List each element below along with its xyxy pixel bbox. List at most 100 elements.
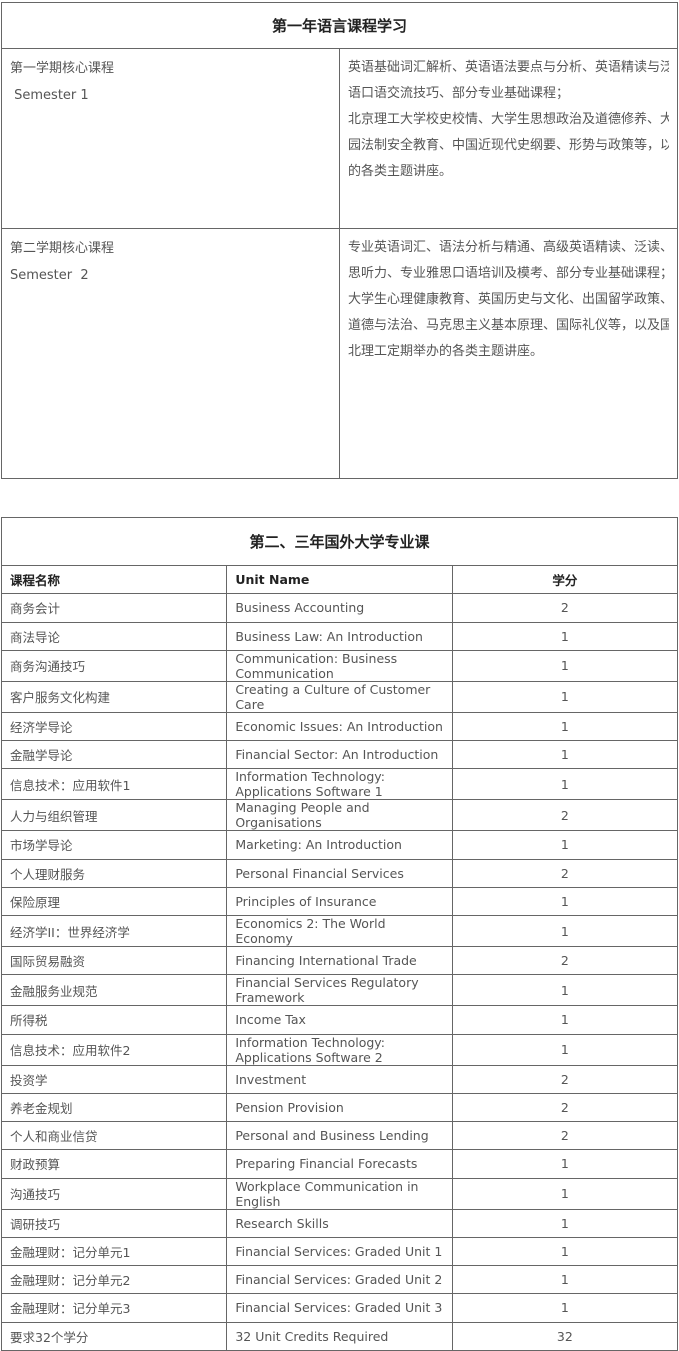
semester-name: 第一学期核心课程: [10, 61, 115, 76]
table-row: 投资学 Investment 2: [0, 1064, 679, 1094]
credits: 1: [451, 1149, 679, 1179]
table-row: 金融理财：记分单元3 Financial Services: Graded Uni…: [0, 1293, 679, 1323]
unit-name: Information Technology: Applications Sof…: [226, 768, 453, 801]
credits: 32: [451, 1321, 679, 1351]
course-name: 投资学: [0, 1064, 228, 1094]
unit-name: Personal and Business Lending: [226, 1120, 453, 1151]
table-row: 所得税 Income Tax 1: [0, 1005, 679, 1035]
course-name: 金融服务业规范: [0, 974, 228, 1007]
unit-name: Marketing: An Introduction: [226, 830, 453, 860]
table-row: 客户服务文化构建 Creating a Culture of Customer C…: [0, 680, 679, 713]
course-line: 语口语交流技巧、部分专业基础课程；: [348, 86, 570, 101]
unit-name: Information Technology: Applications Sof…: [226, 1033, 453, 1066]
course-name: 信息技术：应用软件1: [0, 768, 228, 801]
course-line: 思听力、专业雅思口语培训及模考、部分专业基础课程；: [348, 266, 669, 281]
credits: 2: [451, 945, 679, 976]
credits: 1: [451, 739, 679, 770]
table-row: 调研技巧 Research Skills 1: [0, 1208, 679, 1238]
credits: 1: [451, 1005, 679, 1035]
table-row: 金融学导论 Financial Sector: An Introduction 1: [0, 739, 679, 770]
unit-name: Financial Services Regulatory Framework: [226, 974, 453, 1007]
unit-name: Financial Sector: An Introduction: [226, 739, 453, 770]
credits: 1: [451, 680, 679, 713]
course-name: 经济学II：世界经济学: [0, 915, 228, 947]
unit-name: Workplace Communication in English: [226, 1177, 453, 1210]
semester-courses: 专业英语词汇、语法分析与精通、高级英语精读、泛读、学术写作、专业雅思听力、专业雅…: [339, 228, 678, 479]
unit-name: Research Skills: [226, 1208, 453, 1238]
semester-row: 第一学期核心课程 Semester 1 英语基础词汇解析、英语语法要点与分析、英…: [1, 48, 678, 229]
unit-name: Creating a Culture of Customer Care: [226, 680, 453, 713]
course-name: 市场学导论: [0, 830, 228, 860]
unit-name: Financial Services: Graded Unit 2: [226, 1264, 453, 1295]
credits: 1: [451, 1177, 679, 1210]
credits: 1: [451, 886, 679, 917]
credits: 1: [451, 621, 679, 651]
credits: 1: [451, 1236, 679, 1267]
credits: 1: [451, 768, 679, 801]
semester-name-en: Semester 2: [10, 268, 89, 283]
table-row: 金融理财：记分单元1 Financial Services: Graded Uni…: [0, 1236, 679, 1267]
course-name: 商务会计: [0, 593, 228, 623]
table-row: 信息技术：应用软件1 Information Technology: Applic…: [0, 768, 679, 801]
unit-name: Financial Services: Graded Unit 3: [226, 1293, 453, 1323]
course-name: 个人理财服务: [0, 858, 228, 888]
course-name: 商法导论: [0, 621, 228, 651]
course-name: 国际贸易融资: [0, 945, 228, 976]
course-name: 经济学导论: [0, 711, 228, 742]
credits: 1: [451, 830, 679, 860]
table-row: 财政预算 Preparing Financial Forecasts 1: [0, 1149, 679, 1179]
unit-name: Investment: [226, 1064, 453, 1094]
table-row: 个人理财服务 Personal Financial Services 2: [0, 858, 679, 888]
table-row: 商务会计 Business Accounting 2: [0, 593, 679, 623]
table-row: 养老金规划 Pension Provision 2: [0, 1092, 679, 1123]
course-line: 北理工定期举办的各类主题讲座。: [348, 344, 544, 359]
course-line: 园法制安全教育、中国近现代史纲要、形势与政策等，以及北理工定期举办: [348, 138, 669, 153]
course-name: 金融理财：记分单元1: [0, 1236, 228, 1267]
unit-name: Income Tax: [226, 1005, 453, 1035]
first-year-table: 第一年语言课程学习 第一学期核心课程 Semester 1 英语基础词汇解析、英…: [1, 2, 678, 479]
credits: 1: [451, 915, 679, 947]
table-title: 第一年语言课程学习: [1, 2, 678, 49]
unit-name: Pension Provision: [226, 1092, 453, 1123]
course-name: 所得税: [0, 1005, 228, 1035]
table-row: 金融理财：记分单元2 Financial Services: Graded Uni…: [0, 1264, 679, 1295]
table-row: 经济学II：世界经济学 Economics 2: The World Econom…: [0, 915, 679, 947]
unit-name: Managing People and Organisations: [226, 799, 453, 832]
credits: 2: [451, 799, 679, 832]
course-line: 英语基础词汇解析、英语语法要点与分析、英语精读与泛读、学术写作、英: [348, 60, 669, 75]
table-row: 信息技术：应用软件2 Information Technology: Applic…: [0, 1033, 679, 1066]
credits: 1: [451, 974, 679, 1007]
course-line: 道德与法治、马克思主义基本原理、国际礼仪等，以及国外大学游学讲座等: [348, 318, 669, 333]
credits: 2: [451, 858, 679, 888]
course-name: 沟通技巧: [0, 1177, 228, 1210]
course-name: 养老金规划: [0, 1092, 228, 1123]
unit-name: Financial Services: Graded Unit 1: [226, 1236, 453, 1267]
table-row: 金融服务业规范 Financial Services Regulatory Fra…: [0, 974, 679, 1007]
credits: 1: [451, 1264, 679, 1295]
semester-name: 第二学期核心课程: [10, 241, 115, 256]
table-row: 要求32个学分 32 Unit Credits Required 32: [0, 1321, 679, 1351]
course-name: 要求32个学分: [0, 1321, 228, 1351]
course-line: 专业英语词汇、语法分析与精通、高级英语精读、泛读、学术写作、专业雅: [348, 240, 669, 255]
unit-name: Communication: Business Communication: [226, 649, 453, 682]
table-row: 经济学导论 Economic Issues: An Introduction 1: [0, 711, 679, 742]
course-name: 人力与组织管理: [0, 799, 228, 832]
table-row: 保险原理 Principles of Insurance 1: [0, 886, 679, 917]
credits: 1: [451, 1293, 679, 1323]
credits: 1: [451, 1208, 679, 1238]
semester-courses: 英语基础词汇解析、英语语法要点与分析、英语精读与泛读、学术写作、英语口语交流技巧…: [339, 48, 678, 229]
table-row: 个人和商业信贷 Personal and Business Lending 2: [0, 1120, 679, 1151]
table-row: 市场学导论 Marketing: An Introduction 1: [0, 830, 679, 860]
credits: 2: [451, 1120, 679, 1151]
unit-name: Financing International Trade: [226, 945, 453, 976]
table-row: 国际贸易融资 Financing International Trade 2: [0, 945, 679, 976]
unit-name: Personal Financial Services: [226, 858, 453, 888]
unit-name: Economics 2: The World Economy: [226, 915, 453, 947]
course-line: 北京理工大学校史校情、大学生思想政治及道德修养、大学生基本礼仪、校: [348, 112, 669, 127]
course-name: 金融理财：记分单元3: [0, 1293, 228, 1323]
table-title: 第二、三年国外大学专业课: [1, 517, 678, 566]
unit-name: Business Law: An Introduction: [226, 621, 453, 651]
credits: 2: [451, 593, 679, 623]
table-row: 人力与组织管理 Managing People and Organisations…: [0, 799, 679, 832]
column-headers: 课程名称 Unit Name 学分: [0, 564, 679, 595]
